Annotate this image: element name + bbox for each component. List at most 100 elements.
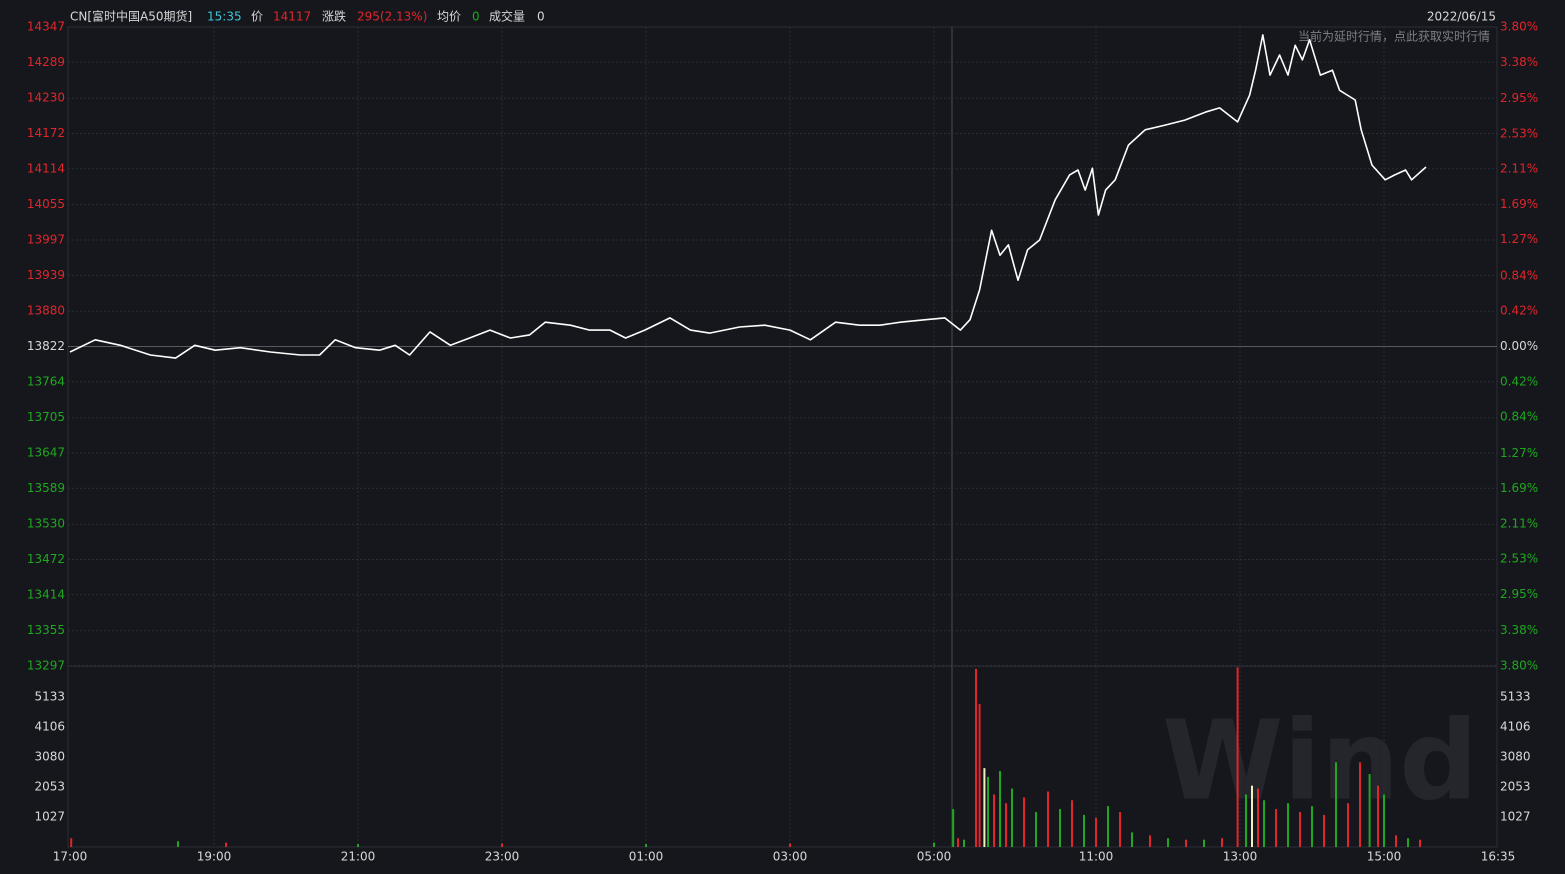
y2-tick-label: 3.80% — [1500, 659, 1538, 673]
y-tick-label: 14347 — [27, 20, 65, 34]
x-tick-label: 17:00 — [53, 850, 88, 864]
volume-bar — [70, 838, 73, 847]
y2-tick-label: 2.95% — [1500, 91, 1538, 105]
volume-bar — [952, 809, 955, 847]
volume-bar — [933, 842, 935, 847]
price: 14117 — [273, 10, 311, 24]
volume-bar — [1023, 797, 1025, 847]
y-tick-label: 14114 — [27, 161, 65, 175]
volume-bar — [1419, 839, 1421, 847]
y2-tick-label: 3.80% — [1500, 20, 1538, 34]
volume-bar — [1257, 788, 1259, 847]
y-tick-label: 13764 — [27, 374, 65, 388]
delay-notice[interactable]: 当前为延时行情，点此获取实时行情 — [1298, 29, 1490, 44]
y-tick-label: 13822 — [27, 339, 65, 353]
avg-label: 均价 — [437, 10, 461, 24]
y-tick-label-right: 1027 — [1500, 810, 1531, 824]
volume-bar — [1095, 817, 1097, 847]
y-tick-label: 4106 — [34, 720, 65, 734]
volume-bar — [1047, 791, 1049, 847]
volume-bar — [225, 842, 227, 847]
volume-bar — [987, 776, 989, 847]
x-tick-label: 05:00 — [917, 850, 952, 864]
watermark: Wind — [1162, 696, 1478, 824]
quote-time: 15:35 — [207, 10, 242, 24]
y2-tick-label: 1.69% — [1500, 197, 1538, 211]
volume-bar — [1347, 803, 1349, 847]
volume-bar — [1251, 785, 1253, 847]
y-tick-label: 13472 — [27, 552, 65, 566]
volume-bar — [1236, 667, 1239, 847]
x-tick-label: 11:00 — [1079, 850, 1114, 864]
volume-bar — [1395, 835, 1397, 847]
x-tick-label: 03:00 — [773, 850, 808, 864]
volume-bar — [1167, 838, 1169, 847]
x-tick-label: 21:00 — [341, 850, 376, 864]
volume-bar — [789, 843, 791, 847]
y2-tick-label: 1.27% — [1500, 232, 1538, 246]
volume-bar — [983, 768, 986, 847]
price-label: 价 — [251, 10, 263, 24]
x-tick-label: 15:00 — [1367, 850, 1402, 864]
y-tick-label: 5133 — [34, 690, 65, 704]
volume-bar — [1323, 814, 1325, 847]
y-tick-label: 14289 — [27, 55, 65, 69]
instrument-name: CN[富时中国A50期货] — [70, 9, 192, 24]
change-label: 涨跌 — [322, 9, 346, 24]
volume-label: 成交量 — [489, 9, 525, 24]
volume-bar — [978, 703, 981, 847]
volume: 0 — [537, 10, 545, 24]
volume-bar — [1203, 839, 1205, 847]
volume-bar — [975, 668, 977, 847]
volume-bar — [1011, 788, 1013, 847]
volume-bar — [993, 794, 995, 847]
x-tick-label: 13:00 — [1223, 850, 1258, 864]
y2-tick-label: 0.00% — [1500, 339, 1538, 353]
y2-tick-label: 3.38% — [1500, 55, 1538, 69]
volume-bar — [963, 839, 965, 847]
y2-tick-label: 0.84% — [1500, 410, 1538, 424]
y-tick-label: 13414 — [27, 587, 65, 601]
x-tick-label: 23:00 — [485, 850, 520, 864]
volume-bar — [1149, 835, 1151, 847]
y-tick-label: 14172 — [27, 126, 65, 140]
y2-tick-label: 1.69% — [1500, 481, 1538, 495]
y2-tick-label: 0.42% — [1500, 374, 1538, 388]
volume-bar — [1035, 811, 1037, 847]
volume-bar — [1377, 785, 1379, 847]
volume-bar — [357, 844, 359, 847]
y2-tick-label: 0.42% — [1500, 304, 1538, 318]
y-tick-label: 13589 — [27, 481, 65, 495]
y-tick-label: 1027 — [34, 810, 65, 824]
y-tick-label-right: 5133 — [1500, 690, 1531, 704]
y-tick-label: 14230 — [27, 91, 65, 105]
y2-tick-label: 2.53% — [1500, 126, 1538, 140]
y-tick-label: 13647 — [27, 446, 65, 460]
volume-bar — [957, 838, 959, 847]
y2-tick-label: 2.11% — [1500, 516, 1538, 530]
y-tick-label-right: 3080 — [1500, 750, 1531, 764]
y-tick-label: 3080 — [34, 750, 65, 764]
volume-bar — [1221, 838, 1223, 847]
volume-bar — [1071, 800, 1073, 847]
y-tick-label: 13297 — [27, 659, 65, 673]
volume-bar — [1131, 832, 1133, 847]
price-line — [69, 34, 1427, 359]
x-tick-label: 16:35 — [1481, 850, 1516, 864]
volume-bar — [1059, 809, 1061, 847]
y-tick-label: 13355 — [27, 623, 65, 637]
y-tick-label: 13997 — [27, 233, 65, 247]
x-tick-label: 01:00 — [629, 850, 664, 864]
y2-tick-label: 1.27% — [1500, 446, 1538, 460]
y-tick-label: 13939 — [27, 268, 65, 282]
y-tick-label-right: 4106 — [1500, 720, 1531, 734]
y-tick-label: 13880 — [27, 304, 65, 318]
y-tick-label-right: 2053 — [1500, 780, 1531, 794]
y2-tick-label: 2.11% — [1500, 162, 1538, 176]
volume-bar — [1299, 811, 1301, 847]
y-tick-label: 14055 — [27, 197, 65, 211]
y-tick-label: 13705 — [27, 410, 65, 424]
x-tick-label: 19:00 — [197, 850, 232, 864]
